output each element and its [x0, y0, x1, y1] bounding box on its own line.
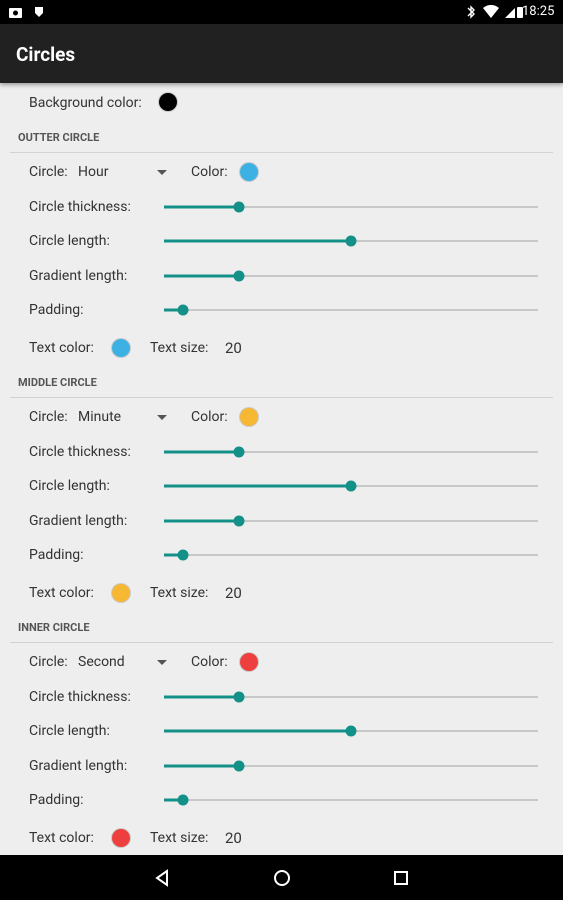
section-title: OUTTER CIRCLE — [18, 131, 100, 144]
status-bar: 18:25 — [0, 0, 563, 24]
circle-color-swatch[interactable] — [240, 408, 258, 426]
slider-fill — [164, 274, 239, 278]
circle-label: Circle: — [29, 164, 68, 180]
settings-list: Background color: OUTTER CIRCLE Circle: Hou… — [0, 83, 563, 855]
home-button[interactable] — [274, 870, 290, 886]
circle-dropdown[interactable]: Hour — [78, 164, 109, 180]
text-size-label: Text size: — [150, 830, 209, 846]
slider-fill — [164, 205, 239, 209]
text-size-value[interactable]: 20 — [225, 339, 242, 357]
section-divider — [10, 642, 553, 643]
text-size-label: Text size: — [150, 340, 209, 356]
back-button[interactable] — [155, 869, 168, 887]
dropdown-arrow — [157, 170, 167, 175]
section-divider — [10, 397, 553, 398]
slider-fill — [164, 553, 183, 557]
slider-track — [164, 764, 538, 767]
slider-track — [164, 553, 538, 556]
slider-track — [164, 798, 538, 801]
slider-label: Circle thickness: — [29, 199, 131, 215]
color-label: Color: — [191, 164, 228, 180]
clock: 18:25 — [522, 4, 555, 19]
slider-thumb[interactable] — [177, 304, 189, 316]
slider-track — [164, 274, 538, 277]
nav-buttons — [155, 869, 408, 887]
nav-bar — [0, 855, 563, 900]
system-icons — [467, 5, 523, 19]
section-divider — [10, 152, 553, 153]
slider-thumb[interactable] — [233, 691, 245, 703]
slider-label: Circle thickness: — [29, 444, 131, 460]
slider-fill — [164, 450, 239, 454]
slider-fill — [164, 308, 183, 312]
slider-thumb[interactable] — [233, 270, 245, 282]
circle-label: Circle: — [29, 654, 68, 670]
circle-color-swatch[interactable] — [240, 653, 258, 671]
circle-dropdown[interactable]: Second — [78, 654, 125, 670]
slider-fill — [164, 695, 239, 699]
slider-thumb[interactable] — [177, 549, 189, 561]
slider-fill — [164, 798, 183, 802]
slider-fill — [164, 239, 351, 243]
slider-fill — [164, 729, 351, 733]
status-icons — [9, 7, 43, 18]
background-color-swatch[interactable] — [159, 93, 177, 111]
slider-thumb[interactable] — [345, 480, 357, 492]
slider-track — [164, 308, 538, 311]
app-title: Circles — [16, 43, 76, 66]
slider-label: Padding: — [29, 546, 84, 563]
slider-fill — [164, 484, 351, 488]
dropdown-arrow — [157, 660, 167, 665]
slider-label: Circle thickness: — [29, 689, 131, 705]
recents-button[interactable] — [394, 871, 408, 885]
slider-label: Gradient length: — [29, 267, 128, 284]
text-color-label: Text color: — [29, 585, 94, 601]
text-size-label: Text size: — [150, 585, 209, 601]
background-color-label: Background color: — [29, 95, 142, 111]
text-color-label: Text color: — [29, 340, 94, 356]
slider-thumb[interactable] — [233, 760, 245, 772]
section-title: INNER CIRCLE — [18, 621, 90, 634]
slider-label: Circle length: — [29, 233, 110, 250]
slider-thumb[interactable] — [177, 794, 189, 806]
slider-label: Gradient length: — [29, 757, 128, 774]
slider-label: Padding: — [29, 791, 84, 808]
text-color-swatch[interactable] — [112, 584, 130, 602]
slider-track — [164, 696, 538, 698]
color-label: Color: — [191, 409, 228, 425]
text-color-swatch[interactable] — [112, 339, 130, 357]
slider-thumb[interactable] — [233, 201, 245, 213]
slider-thumb[interactable] — [345, 725, 357, 737]
circle-label: Circle: — [29, 409, 68, 425]
text-size-value[interactable]: 20 — [225, 584, 242, 602]
slider-track — [164, 519, 538, 522]
circle-dropdown[interactable]: Minute — [78, 409, 122, 425]
slider-label: Circle length: — [29, 478, 110, 495]
color-label: Color: — [191, 654, 228, 670]
slider-thumb[interactable] — [345, 235, 357, 247]
section-title: MIDDLE CIRCLE — [18, 376, 97, 389]
slider-label: Circle length: — [29, 723, 110, 740]
slider-label: Padding: — [29, 301, 84, 318]
text-size-value[interactable]: 20 — [225, 829, 242, 847]
slider-track — [164, 451, 538, 453]
slider-label: Gradient length: — [29, 512, 128, 529]
slider-thumb[interactable] — [233, 515, 245, 527]
slider-fill — [164, 764, 239, 768]
slider-track — [164, 206, 538, 208]
slider-thumb[interactable] — [233, 446, 245, 458]
text-color-label: Text color: — [29, 830, 94, 846]
app-bar: Circles — [0, 24, 563, 83]
slider-fill — [164, 519, 239, 523]
circle-color-swatch[interactable] — [240, 163, 258, 181]
text-color-swatch[interactable] — [112, 829, 130, 847]
dropdown-arrow — [157, 415, 167, 420]
